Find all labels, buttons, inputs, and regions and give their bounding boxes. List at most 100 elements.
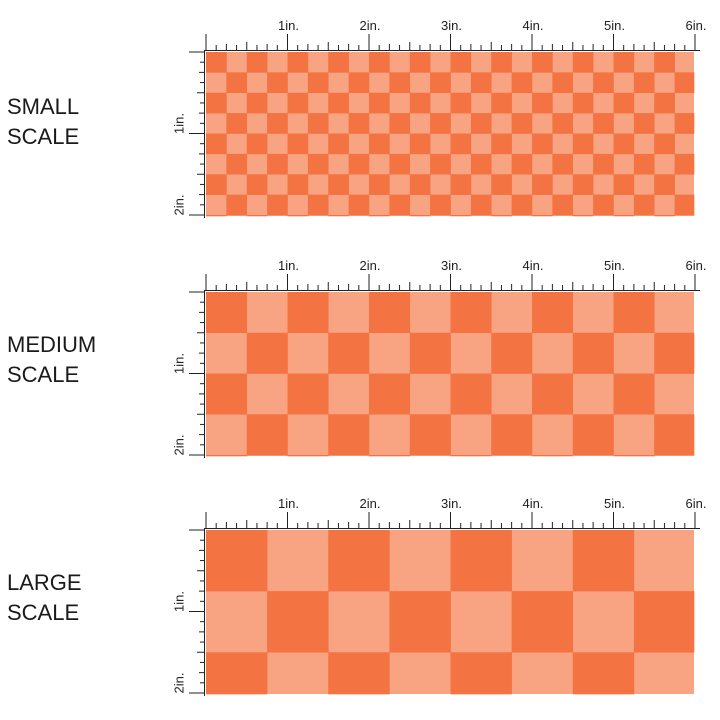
scale-label-line1: SMALL	[7, 94, 80, 119]
ruler-inch-label: 2in.	[360, 18, 381, 33]
check-square-dark	[552, 153, 574, 175]
horizontal-ruler	[205, 512, 700, 529]
check-square-dark	[511, 194, 533, 216]
check-square-dark	[409, 52, 431, 73]
check-square-dark	[450, 215, 472, 217]
check-square-dark	[328, 133, 349, 155]
check-square-dark	[328, 652, 390, 695]
check-square-dark	[246, 52, 268, 73]
swatch-panel-small: 1in. 2in. 3in. 4in. 5in. 6in. 1in. 2in.	[171, 18, 706, 218]
check-square-dark	[246, 414, 288, 456]
check-square-dark	[307, 194, 329, 216]
check-square-dark	[654, 174, 675, 195]
ruler-inch-label: 2in.	[171, 195, 186, 216]
check-square-dark	[267, 194, 288, 216]
check-square-dark	[226, 153, 248, 175]
check-square-dark	[491, 414, 533, 456]
check-square-dark	[267, 153, 288, 175]
check-square-dark	[532, 174, 553, 195]
checkerboard-fabric	[206, 530, 695, 695]
check-square-dark	[450, 133, 472, 155]
check-square-dark	[348, 153, 370, 175]
check-square-dark	[287, 455, 329, 457]
check-square-dark	[450, 292, 492, 334]
check-square-dark	[613, 373, 655, 415]
ruler-inch-label: 1in.	[278, 496, 299, 511]
check-square-dark	[552, 113, 574, 134]
check-square-dark	[633, 113, 655, 134]
check-square-dark	[572, 174, 594, 195]
checkerboard-fabric	[206, 52, 695, 217]
check-square-dark	[287, 133, 309, 155]
check-square-dark	[369, 373, 411, 415]
check-square-dark	[511, 113, 533, 134]
check-square-dark	[532, 133, 553, 155]
check-square-dark	[633, 591, 695, 653]
check-square-dark	[654, 52, 675, 73]
scale-label-small: SMALL SCALE	[7, 92, 79, 152]
scale-label-line2: SCALE	[7, 600, 80, 625]
check-square-dark	[328, 174, 349, 195]
check-square-dark	[206, 52, 227, 73]
check-square-dark	[369, 133, 390, 155]
check-square-dark	[430, 194, 451, 216]
check-square-dark	[348, 72, 370, 94]
check-square-dark	[409, 332, 451, 374]
check-square-dark	[206, 373, 248, 415]
check-square-dark	[389, 591, 451, 653]
check-square-dark	[572, 530, 635, 592]
ruler-inch-label: 2in.	[171, 673, 186, 694]
check-square-dark	[206, 455, 248, 457]
ruler-inch-label: 1in.	[171, 113, 186, 134]
check-square-dark	[389, 153, 411, 175]
scale-label-medium: MEDIUM SCALE	[7, 330, 96, 390]
ruler-inch-label: 1in.	[171, 591, 186, 612]
check-square-dark	[450, 92, 472, 114]
check-square-dark	[389, 72, 411, 94]
check-square-dark	[206, 530, 268, 592]
check-square-dark	[572, 332, 614, 374]
check-square-dark	[287, 52, 309, 73]
ruler-inch-label: 1in.	[278, 258, 299, 273]
check-square-dark	[389, 113, 411, 134]
check-square-dark	[246, 332, 288, 374]
check-square-dark	[246, 174, 268, 195]
ruler-inch-label: 5in.	[604, 496, 625, 511]
check-square-dark	[572, 52, 594, 73]
swatch-panel-medium: 1in. 2in. 3in. 4in. 5in. 6in. 1in. 2in.	[171, 258, 707, 458]
check-square-dark	[206, 652, 268, 695]
ruler-inch-label: 3in.	[441, 18, 462, 33]
check-square-dark	[532, 292, 574, 334]
check-square-dark	[491, 52, 512, 73]
check-square-dark	[206, 133, 227, 155]
check-square-dark	[226, 72, 248, 94]
check-square-dark	[532, 52, 553, 73]
check-square-dark	[532, 455, 574, 457]
ruler-inch-label: 4in.	[523, 258, 544, 273]
check-square-dark	[654, 133, 675, 155]
check-square-dark	[246, 215, 268, 217]
ruler-inch-label: 3in.	[441, 258, 462, 273]
check-square-dark	[226, 194, 248, 216]
check-square-dark	[369, 92, 390, 114]
check-square-dark	[450, 174, 472, 195]
check-square-dark	[491, 215, 512, 217]
check-square-dark	[267, 72, 288, 94]
check-square-dark	[572, 215, 594, 217]
check-square-dark	[633, 194, 655, 216]
check-square-dark	[206, 92, 227, 114]
check-square-dark	[307, 153, 329, 175]
check-square-dark	[430, 153, 451, 175]
check-square-dark	[511, 72, 533, 94]
check-square-dark	[613, 92, 635, 114]
ruler-inch-label: 4in.	[523, 18, 544, 33]
check-square-dark	[552, 194, 574, 216]
checkerboard-fabric	[206, 292, 695, 457]
ruler-inch-label: 6in.	[686, 258, 707, 273]
check-square-dark	[593, 113, 614, 134]
check-square-dark	[287, 215, 309, 217]
check-square-dark	[328, 215, 349, 217]
check-square-dark	[593, 153, 614, 175]
check-square-dark	[654, 92, 675, 114]
scale-label-large: LARGE SCALE	[7, 568, 82, 628]
